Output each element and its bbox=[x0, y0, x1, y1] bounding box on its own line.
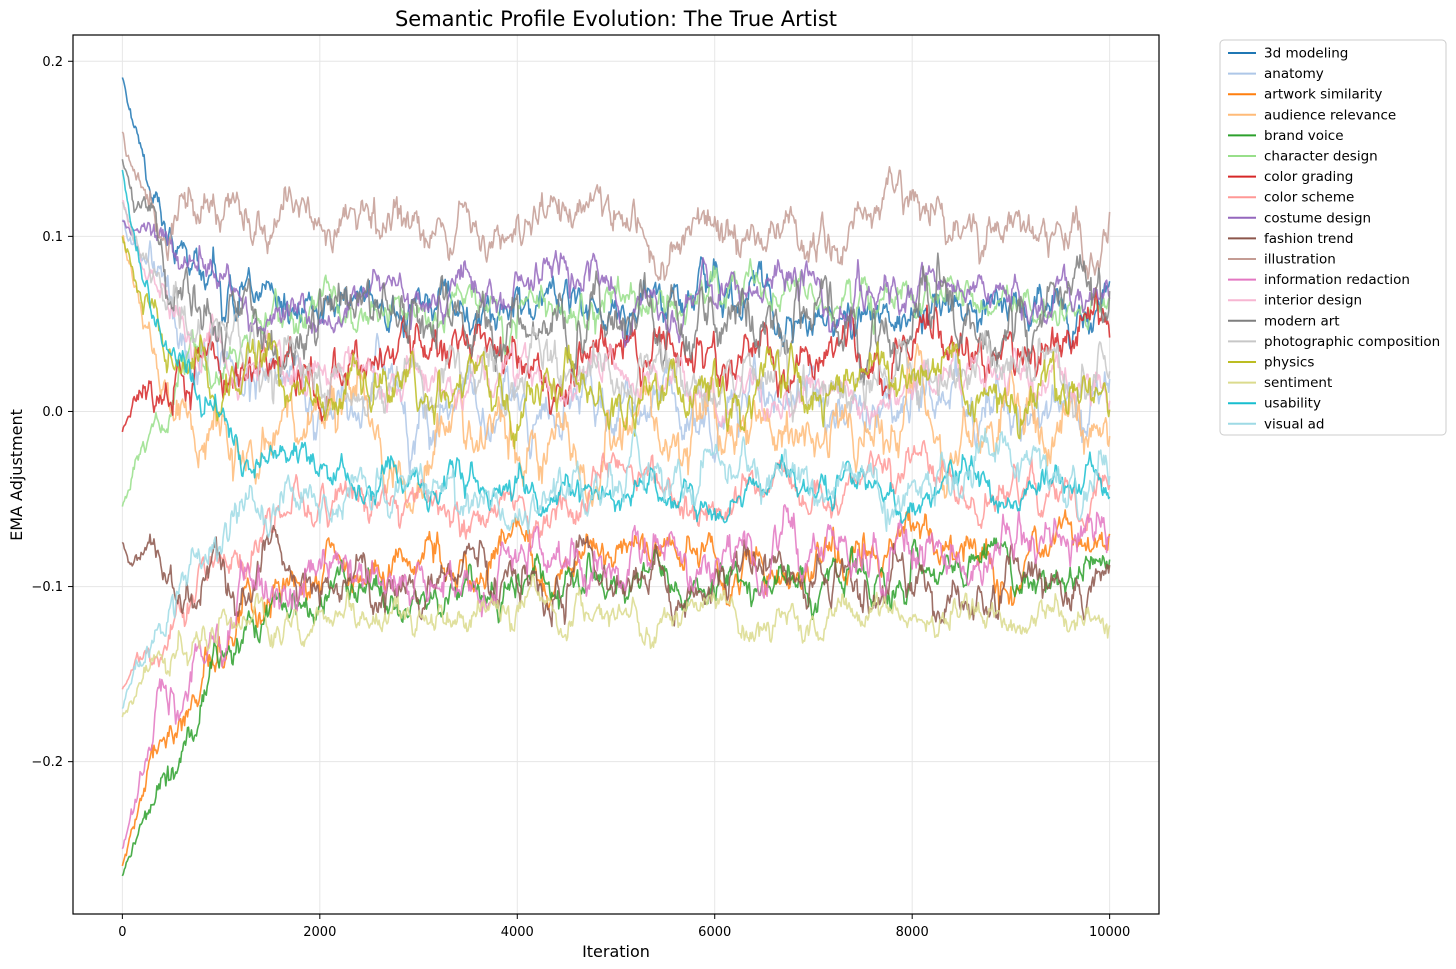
legend-label: character design bbox=[1264, 149, 1378, 165]
legend-label: costume design bbox=[1264, 210, 1371, 226]
y-axis-label: EMA Adjustment bbox=[7, 409, 26, 541]
x-axis-label: Iteration bbox=[582, 942, 650, 961]
legend-label: brand voice bbox=[1264, 128, 1344, 144]
x-axis-ticks: 0 2000 4000 6000 8000 10000 bbox=[118, 914, 1130, 940]
series-lines bbox=[122, 78, 1109, 876]
series-line-3d-modeling bbox=[122, 78, 1109, 349]
series-line-artwork-similarity bbox=[122, 510, 1109, 866]
x-tick-label: 0 bbox=[118, 925, 126, 940]
legend-label: interior design bbox=[1264, 293, 1362, 309]
legend-label: physics bbox=[1264, 355, 1314, 371]
legend-label: color scheme bbox=[1264, 190, 1354, 206]
legend-label: sentiment bbox=[1264, 375, 1332, 391]
series-line-illustration bbox=[122, 132, 1109, 280]
legend-label: anatomy bbox=[1264, 66, 1324, 82]
legend-label: 3d modeling bbox=[1264, 46, 1348, 62]
x-tick-label: 4000 bbox=[501, 925, 534, 940]
legend-label: fashion trend bbox=[1264, 231, 1353, 247]
series-line-color-scheme bbox=[122, 441, 1109, 690]
legend-label: illustration bbox=[1264, 252, 1336, 268]
legend-label: audience relevance bbox=[1264, 107, 1396, 123]
legend-label: color grading bbox=[1264, 169, 1353, 185]
legend: 3d modeling anatomy artwork similarity audi… bbox=[1220, 40, 1446, 435]
x-tick-label: 10000 bbox=[1089, 925, 1130, 940]
grid bbox=[73, 35, 1159, 914]
legend-label: artwork similarity bbox=[1264, 87, 1382, 103]
y-tick-label: −0.2 bbox=[31, 755, 63, 770]
x-tick-label: 2000 bbox=[303, 925, 336, 940]
y-tick-label: −0.1 bbox=[31, 580, 63, 595]
x-tick-label: 6000 bbox=[698, 925, 731, 940]
x-tick-label: 8000 bbox=[896, 925, 929, 940]
legend-label: photographic composition bbox=[1264, 334, 1440, 350]
y-axis-ticks: −0.2 −0.1 0.0 0.1 0.2 bbox=[31, 55, 73, 770]
plot-frame bbox=[73, 35, 1159, 914]
y-tick-label: 0.0 bbox=[42, 405, 63, 420]
y-tick-label: 0.1 bbox=[42, 230, 63, 245]
legend-label: information redaction bbox=[1264, 272, 1410, 288]
legend-label: visual ad bbox=[1264, 416, 1325, 432]
legend-label: usability bbox=[1264, 396, 1321, 412]
legend-label: modern art bbox=[1264, 313, 1340, 329]
y-tick-label: 0.2 bbox=[42, 55, 63, 70]
chart-title: Semantic Profile Evolution: The True Art… bbox=[395, 7, 837, 31]
